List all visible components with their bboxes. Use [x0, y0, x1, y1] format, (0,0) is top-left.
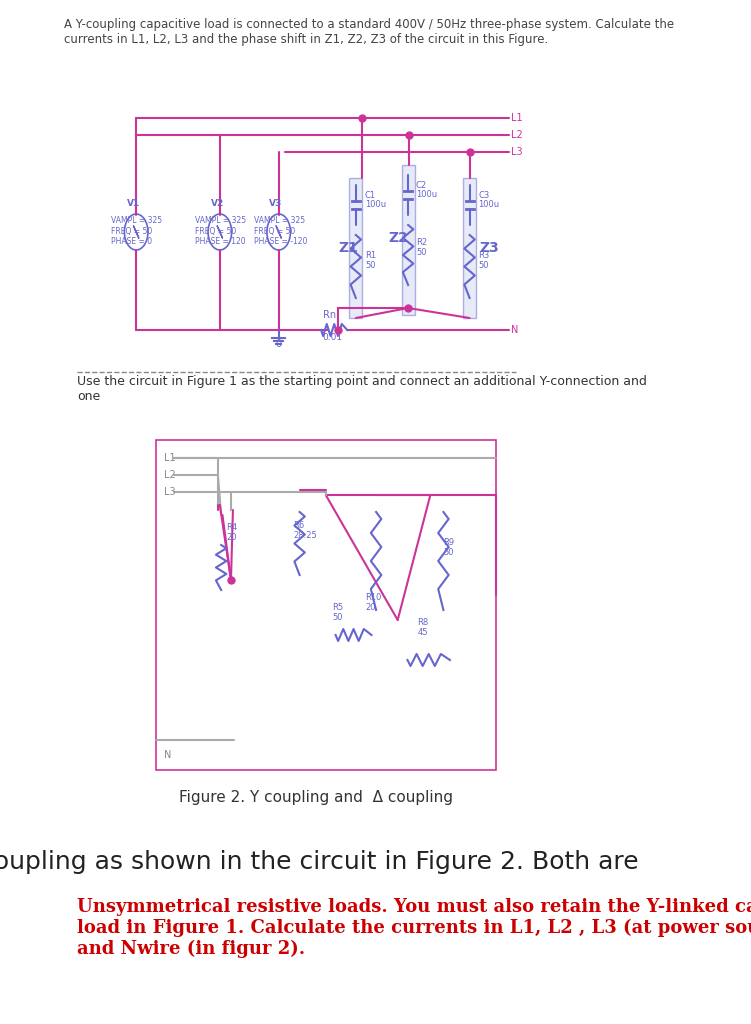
Text: VAMPL = 325
FREQ = 50
PHASE = 0: VAMPL = 325 FREQ = 50 PHASE = 0 [111, 216, 162, 246]
Bar [402, 165, 415, 315]
Text: Rn: Rn [323, 310, 336, 319]
Text: N: N [511, 325, 518, 335]
Text: 50: 50 [416, 248, 427, 257]
Text: Z3: Z3 [479, 241, 499, 255]
Text: N: N [164, 750, 171, 760]
Text: C3: C3 [478, 191, 490, 200]
Text: R3: R3 [478, 251, 490, 260]
Text: R2: R2 [416, 238, 427, 247]
Text: 0: 0 [276, 339, 282, 349]
Text: VAMPL = 325
FREQ = 50
PHASE = -120: VAMPL = 325 FREQ = 50 PHASE = -120 [254, 216, 307, 246]
Text: L2: L2 [164, 470, 176, 480]
Text: R1: R1 [365, 251, 376, 260]
Text: C2: C2 [416, 181, 427, 190]
Text: V3: V3 [270, 199, 282, 208]
Text: R4: R4 [226, 523, 237, 532]
Text: C1: C1 [365, 191, 376, 200]
Text: L3: L3 [511, 147, 523, 157]
Text: Use the circuit in Figure 1 as the starting point and connect an additional Y-co: Use the circuit in Figure 1 as the start… [77, 375, 647, 403]
Text: R8
45: R8 45 [418, 617, 429, 637]
Text: 100u: 100u [365, 200, 386, 209]
Text: Δ coupling as shown in the circuit in Figure 2. Both are: Δ coupling as shown in the circuit in Fi… [0, 850, 638, 874]
Text: L2: L2 [511, 130, 523, 140]
Bar [463, 178, 476, 318]
Text: L3: L3 [164, 487, 175, 497]
Text: 100u: 100u [478, 200, 499, 209]
Text: 0.01: 0.01 [322, 333, 342, 342]
Text: Figure 2. Y coupling and  Δ coupling: Figure 2. Y coupling and Δ coupling [179, 790, 453, 805]
Text: Unsymmetrical resistive loads. You must also retain the Y-linked capacitive
load: Unsymmetrical resistive loads. You must … [77, 898, 751, 958]
Text: R10
20: R10 20 [365, 593, 382, 612]
Text: 20: 20 [226, 534, 237, 542]
Text: R6
28.25: R6 28.25 [293, 520, 317, 540]
Text: L1: L1 [164, 453, 175, 463]
Text: L1: L1 [511, 113, 523, 123]
Text: R5
50: R5 50 [332, 602, 343, 622]
Text: VAMPL = 325
FREQ = 50
PHASE = 120: VAMPL = 325 FREQ = 50 PHASE = 120 [195, 216, 246, 246]
Text: 50: 50 [365, 261, 376, 270]
Text: Z2: Z2 [388, 231, 409, 245]
Bar [349, 178, 363, 318]
Text: V2: V2 [210, 199, 224, 208]
Text: 50: 50 [478, 261, 489, 270]
Text: 100u: 100u [416, 190, 437, 199]
Text: A Y-coupling capacitive load is connected to a standard 400V / 50Hz three-phase : A Y-coupling capacitive load is connecte… [65, 18, 674, 46]
Bar [155, 440, 496, 770]
Text: Z1: Z1 [339, 241, 359, 255]
Text: R9
50: R9 50 [443, 538, 454, 557]
Text: V1: V1 [127, 199, 140, 208]
